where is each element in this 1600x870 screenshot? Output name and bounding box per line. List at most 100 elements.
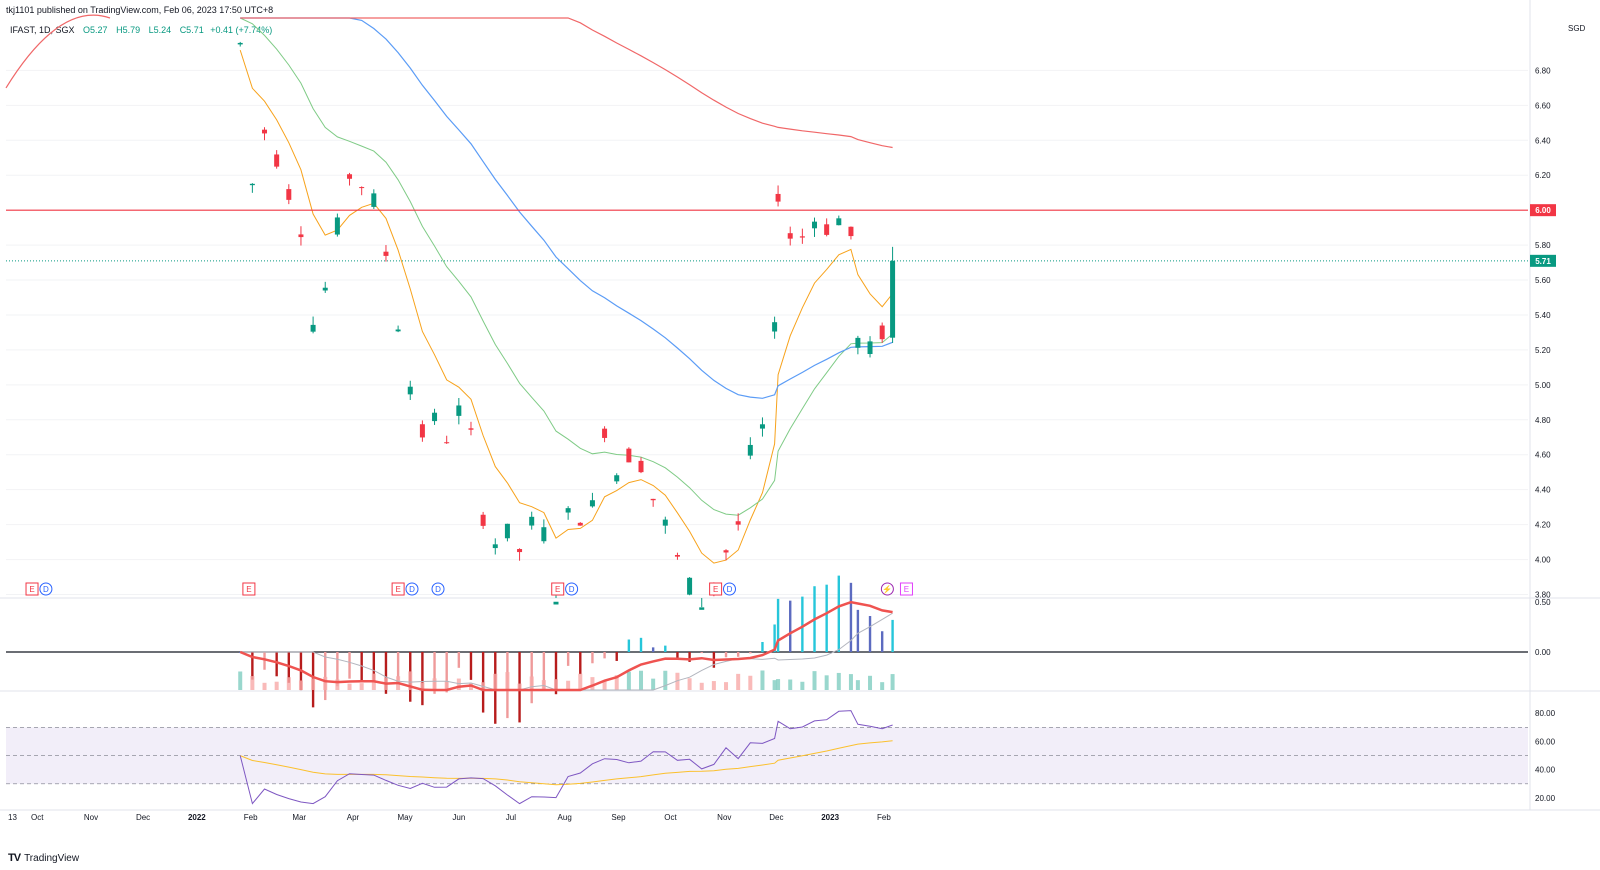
resistance-price-tag [1530,204,1556,217]
volume-bar [420,682,425,690]
oscillator-bar [761,641,764,652]
volume-bar [529,676,534,690]
oscillator-bar [421,652,424,706]
oscillator-bar [868,616,872,652]
oscillator-bar [336,652,339,687]
volume-bar [890,674,895,690]
candle-body [395,329,401,332]
time-tick-label: Nov [84,813,98,822]
event-marker-earnings [709,582,723,596]
candle-body [848,226,854,237]
oscillator-bar [736,652,740,657]
volume-bar [553,679,558,690]
rsi-tick-label: 80.00 [1535,709,1556,718]
oscillator-bar [554,652,558,695]
volume-bar [311,678,316,690]
candle-body [723,550,729,553]
oscillator-bar [287,652,291,683]
event-marker-earnings-upcoming [899,582,913,596]
volume-bar [432,678,437,690]
volume-bar [286,677,291,690]
candle-body [759,424,765,429]
time-tick-label: Feb [244,813,258,822]
volume-bar [238,671,243,690]
candle-body [274,154,280,167]
event-marker-label: D [727,585,733,594]
event-marker-label: ⚡ [882,584,892,594]
candle-body [855,337,861,348]
event-marker-label: D [409,585,415,594]
event-marker-label: E [29,585,34,594]
oscillator-bar [396,652,400,681]
volume-bar [359,683,364,690]
high-value: H5.79 [116,25,141,35]
event-marker-earnings [391,582,405,596]
oscillator-bar [615,652,618,661]
candle-body [286,189,292,200]
candle-body [867,341,873,355]
volume-bar [602,680,607,690]
rsi-line [239,710,893,805]
event-marker-label: E [395,585,400,594]
volume-bar [590,677,595,690]
candle-body [419,424,425,438]
event-marker-label: E [555,585,560,594]
price-tick-label: 4.80 [1535,416,1551,425]
oscillator-bar [837,575,840,652]
price-tick-label: 4.20 [1535,521,1551,530]
price-tick-label: 5.40 [1535,311,1551,320]
rsi-band [6,727,1528,784]
candle-body [650,498,656,501]
price-tick-label: 6.40 [1535,136,1551,145]
candle-body [626,448,632,463]
low-value: L5.24 [148,25,172,35]
oscillator-tick-label: 0.50 [1535,598,1551,607]
moving-average-line [239,17,893,516]
oscillator-bar [469,652,473,680]
candle-body [298,234,304,238]
volume-bar [614,675,619,690]
candle-body [687,577,693,595]
event-marker-earnings [25,582,39,596]
oscillator-bar [789,600,792,652]
candle-body [444,442,450,444]
price-tick-label: 3.80 [1535,591,1551,600]
symbol-legend: IFAST, 1D, SGX O5.27 H5.79 L5.24 C5.71 +… [10,25,272,35]
volume-bar [347,683,352,690]
time-tick-label: Apr [347,813,360,822]
oscillator-bar [676,652,679,660]
oscillator-bar [639,637,643,652]
time-tick-label: Mar [292,813,306,822]
candle-body [824,224,830,235]
price-tick-label: 4.40 [1535,486,1551,495]
volume-bar [578,673,583,690]
oscillator-bar [542,652,546,691]
time-tick-label: Oct [664,813,677,822]
candle-body [735,521,741,525]
oscillator-bar [324,652,327,701]
volume-bar [456,678,461,690]
oscillator-bar [348,652,351,679]
moving-average-line [5,14,111,89]
oscillator-bar [664,645,667,652]
candle-body [662,519,668,526]
volume-bar [517,683,522,690]
price-tick-label: 6.80 [1535,66,1551,75]
volume-bar [724,682,729,690]
candle-body [310,324,316,332]
candle-body [468,428,474,430]
candle-body [480,514,486,526]
rsi-tick-label: 60.00 [1535,737,1556,746]
volume-bar [868,675,873,690]
time-tick-label: Aug [558,813,572,822]
volume-bar [699,682,704,690]
oscillator-main-line [239,600,893,692]
oscillator-bar [275,652,278,677]
volume-bar [444,680,449,690]
event-marker-dividend [431,582,445,596]
candle-body [836,218,842,226]
event-marker-label: D [43,585,49,594]
candle-body [747,444,753,456]
candle-body [799,236,805,238]
